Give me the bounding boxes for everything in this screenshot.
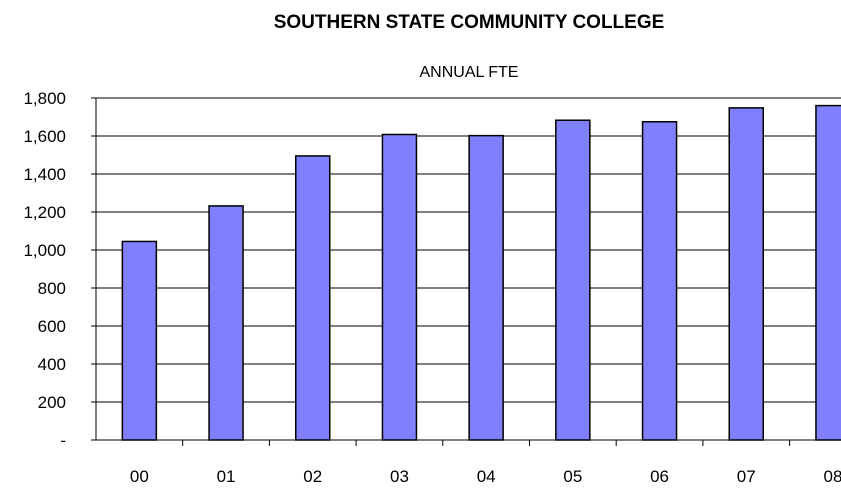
bar-04 — [468, 134, 504, 441]
chart-subtitle: ANNUAL FTE — [420, 64, 519, 81]
chart-title: SOUTHERN STATE COMMUNITY COLLEGE — [274, 12, 665, 33]
y-tick-label: 400 — [38, 355, 66, 374]
x-tick-label: 05 — [563, 467, 582, 486]
x-tick-label: 07 — [737, 467, 756, 486]
bar-07 — [728, 107, 764, 441]
bar-05 — [555, 119, 591, 441]
y-tick-label: 1,600 — [23, 127, 66, 146]
bar-02 — [295, 155, 331, 441]
y-tick-label: 1,400 — [23, 165, 66, 184]
x-tick-label: 06 — [650, 467, 669, 486]
x-tick-label: 00 — [130, 467, 149, 486]
x-tick-label: 04 — [477, 467, 496, 486]
y-tick-label: 1,000 — [23, 241, 66, 260]
bar-03 — [381, 133, 418, 441]
x-tick-label: 02 — [303, 467, 322, 486]
x-tick-label: 01 — [217, 467, 236, 486]
y-tick-label: 800 — [38, 279, 66, 298]
y-tick-label: - — [60, 431, 66, 450]
y-tick-labels: - 200 400 600 800 1,000 1,200 1,400 1,600 1,800 — [23, 89, 66, 450]
y-tick-label: 600 — [38, 317, 66, 336]
y-tick-label: 1,200 — [23, 203, 66, 222]
bar-06 — [641, 121, 678, 441]
x-tick-labels: 00 01 02 03 04 05 06 07 08 — [130, 467, 841, 486]
y-tick-label: 200 — [38, 393, 66, 412]
bar-01 — [208, 205, 244, 441]
bar-08 — [815, 104, 841, 441]
bar-00 — [121, 240, 158, 441]
y-tick-label: 1,800 — [23, 89, 66, 108]
x-tick-label: 08 — [823, 467, 841, 486]
bars — [121, 104, 841, 441]
x-tick-label: 03 — [390, 467, 409, 486]
